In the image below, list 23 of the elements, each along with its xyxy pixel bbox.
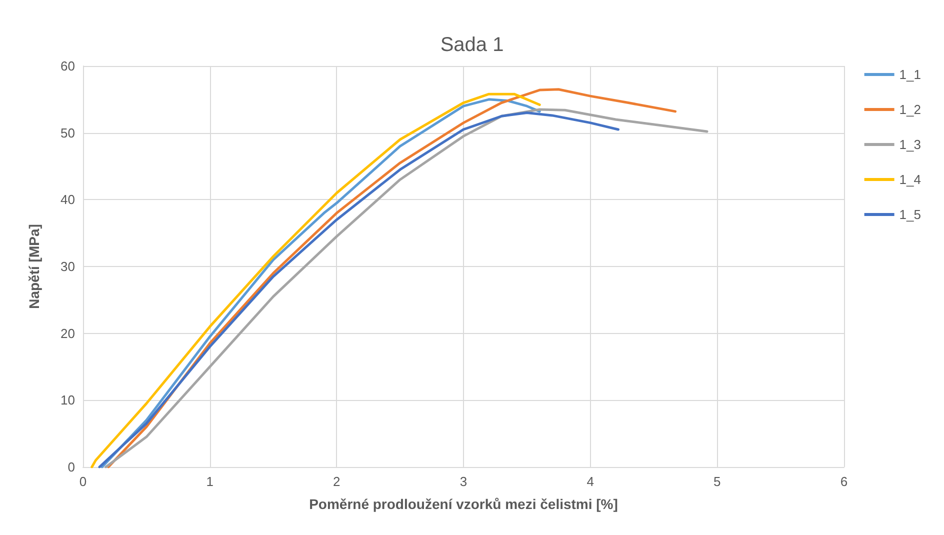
x-tick-label: 0 [79, 474, 87, 489]
y-tick-label: 10 [60, 392, 75, 408]
x-tick-label: 4 [586, 474, 594, 489]
x-tick-label: 5 [714, 474, 721, 489]
legend-label: 1_1 [899, 67, 922, 82]
legend-label: 1_5 [899, 207, 922, 222]
y-tick-label: 0 [68, 460, 75, 474]
y-tick-label: 40 [60, 192, 75, 208]
y-tick-label: 30 [60, 259, 75, 274]
x-tick-label: 2 [333, 474, 340, 489]
line-series [98, 112, 620, 468]
legend-label: 1_2 [899, 102, 922, 117]
legend-label: 1_4 [899, 172, 922, 187]
x-tick-label: 6 [840, 474, 848, 489]
y-tick-label: 60 [60, 58, 75, 74]
legend-label: 1_3 [899, 137, 922, 152]
y-tick-label: 20 [60, 326, 75, 341]
y-axis-title: Napětí [MPa] [26, 224, 42, 309]
chart-title: Sada 1 [440, 34, 504, 56]
x-axis-title: Poměrné prodloužení vzorků mezi čelistmi [%] [309, 496, 618, 512]
y-tick-label: 50 [60, 125, 75, 140]
x-tick-label: 1 [206, 474, 214, 489]
x-tick-label: 3 [460, 474, 468, 489]
